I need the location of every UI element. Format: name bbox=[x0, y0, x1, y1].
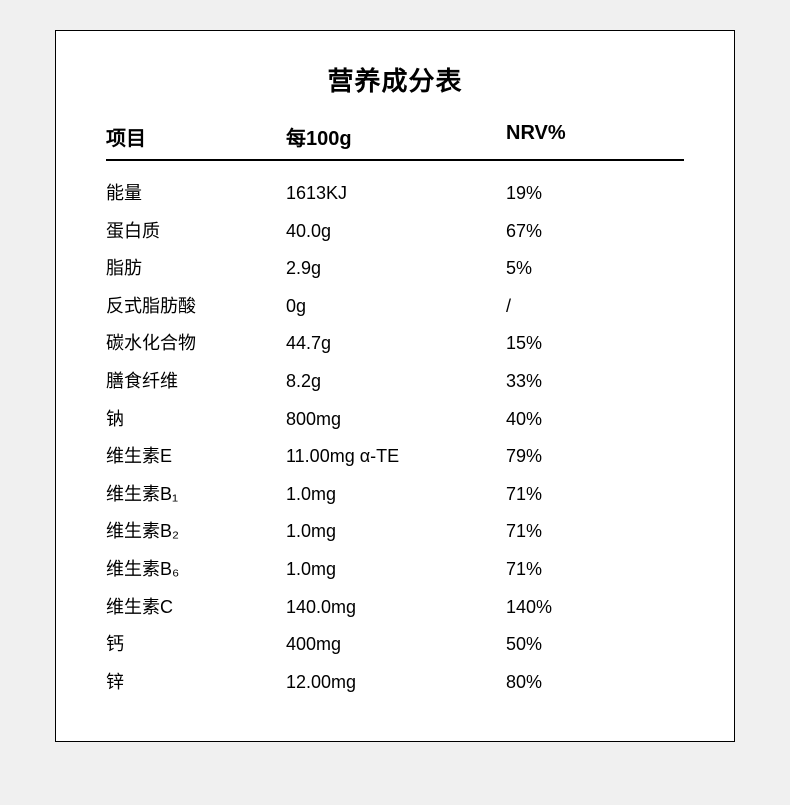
cell-per100g: 2.9g bbox=[286, 258, 506, 280]
table-row: 能量1613KJ19% bbox=[106, 175, 684, 213]
cell-per100g: 0g bbox=[286, 296, 506, 318]
table-body: 能量1613KJ19%蛋白质40.0g67%脂肪2.9g5%反式脂肪酸0g/碳水… bbox=[106, 175, 684, 701]
cell-item: 钙 bbox=[106, 634, 286, 656]
table-row: 碳水化合物44.7g15% bbox=[106, 325, 684, 363]
table-header: 项目 每100g NRV% bbox=[106, 122, 684, 161]
table-row: 维生素B₁1.0mg71% bbox=[106, 476, 684, 514]
cell-per100g: 1.0mg bbox=[286, 484, 506, 506]
cell-nrv: 15% bbox=[506, 333, 684, 355]
table-row: 锌12.00mg80% bbox=[106, 664, 684, 702]
cell-item: 维生素E bbox=[106, 446, 286, 468]
panel-title: 营养成分表 bbox=[106, 61, 684, 98]
header-item: 项目 bbox=[106, 122, 286, 151]
cell-nrv: 67% bbox=[506, 221, 684, 243]
cell-nrv: 79% bbox=[506, 446, 684, 468]
table-row: 脂肪2.9g5% bbox=[106, 250, 684, 288]
cell-per100g: 400mg bbox=[286, 634, 506, 656]
cell-item: 膳食纤维 bbox=[106, 371, 286, 393]
table-row: 维生素B₂1.0mg71% bbox=[106, 513, 684, 551]
cell-per100g: 140.0mg bbox=[286, 597, 506, 619]
cell-per100g: 800mg bbox=[286, 409, 506, 431]
header-nrv: NRV% bbox=[506, 122, 684, 151]
cell-nrv: 71% bbox=[506, 484, 684, 506]
table-row: 维生素B₆1.0mg71% bbox=[106, 551, 684, 589]
cell-item: 锌 bbox=[106, 672, 286, 694]
cell-per100g: 1.0mg bbox=[286, 559, 506, 581]
cell-per100g: 1.0mg bbox=[286, 521, 506, 543]
cell-item: 能量 bbox=[106, 183, 286, 205]
cell-nrv: 80% bbox=[506, 672, 684, 694]
cell-item: 蛋白质 bbox=[106, 221, 286, 243]
cell-nrv: 71% bbox=[506, 559, 684, 581]
cell-per100g: 40.0g bbox=[286, 221, 506, 243]
cell-item: 维生素C bbox=[106, 597, 286, 619]
cell-nrv: 33% bbox=[506, 371, 684, 393]
cell-item: 维生素B₆ bbox=[106, 559, 286, 581]
table-row: 维生素E11.00mg α-TE79% bbox=[106, 438, 684, 476]
cell-per100g: 8.2g bbox=[286, 371, 506, 393]
cell-item: 维生素B₂ bbox=[106, 521, 286, 543]
cell-nrv: 71% bbox=[506, 521, 684, 543]
header-per100g: 每100g bbox=[286, 122, 506, 151]
table-row: 维生素C140.0mg140% bbox=[106, 589, 684, 627]
cell-item: 脂肪 bbox=[106, 258, 286, 280]
cell-item: 维生素B₁ bbox=[106, 484, 286, 506]
cell-nrv: 140% bbox=[506, 597, 684, 619]
cell-item: 钠 bbox=[106, 409, 286, 431]
cell-item: 反式脂肪酸 bbox=[106, 296, 286, 318]
cell-item: 碳水化合物 bbox=[106, 333, 286, 355]
cell-per100g: 11.00mg α-TE bbox=[286, 446, 506, 468]
cell-nrv: 50% bbox=[506, 634, 684, 656]
nutrition-panel: 营养成分表 项目 每100g NRV% 能量1613KJ19%蛋白质40.0g6… bbox=[55, 30, 735, 742]
cell-nrv: 19% bbox=[506, 183, 684, 205]
cell-nrv: 40% bbox=[506, 409, 684, 431]
cell-nrv: / bbox=[506, 296, 684, 318]
table-row: 反式脂肪酸0g/ bbox=[106, 288, 684, 326]
cell-per100g: 44.7g bbox=[286, 333, 506, 355]
table-row: 钙400mg50% bbox=[106, 626, 684, 664]
table-row: 钠800mg40% bbox=[106, 401, 684, 439]
cell-per100g: 1613KJ bbox=[286, 183, 506, 205]
table-row: 膳食纤维8.2g33% bbox=[106, 363, 684, 401]
cell-per100g: 12.00mg bbox=[286, 672, 506, 694]
table-row: 蛋白质40.0g67% bbox=[106, 213, 684, 251]
cell-nrv: 5% bbox=[506, 258, 684, 280]
